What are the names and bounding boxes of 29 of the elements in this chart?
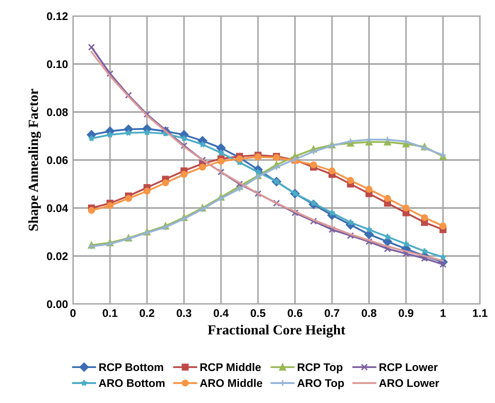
x-tick-label: 0.9 bbox=[398, 309, 414, 318]
x-tick-label: 0.4 bbox=[214, 309, 229, 318]
x-tick-label: 1.1 bbox=[472, 309, 488, 317]
x-tick-label: 0.1 bbox=[102, 309, 118, 318]
y-tick-label: 0.02 bbox=[46, 252, 68, 260]
legend-label: ARO Bottom bbox=[98, 379, 165, 388]
y-tick-label: 0.06 bbox=[46, 156, 68, 164]
legend-label: RCP Bottom bbox=[99, 363, 164, 372]
legend-label: RCP Top bbox=[298, 363, 342, 374]
x-axis-title: Fractional Core Height bbox=[208, 324, 346, 338]
x-tick-label: 0 bbox=[70, 309, 76, 318]
x-tick-label: 0.8 bbox=[362, 309, 376, 318]
y-tick-label: 0.10 bbox=[46, 60, 68, 68]
legend-label: ARO Lower bbox=[379, 379, 440, 388]
y-tick-label: 0.12 bbox=[46, 12, 68, 20]
x-tick-label: 0.7 bbox=[324, 309, 340, 318]
x-tick-label: 0.6 bbox=[288, 309, 302, 318]
legend-label: RCP Lower bbox=[380, 363, 438, 372]
legend-label: ARO Top bbox=[297, 379, 344, 390]
legend-label: ARO Middle bbox=[200, 378, 262, 388]
y-axis-title: Shape Annealing Factor bbox=[28, 88, 41, 231]
legend-label: RCP Middle bbox=[200, 362, 261, 372]
x-tick-label: 0.3 bbox=[176, 309, 192, 318]
y-tick-label: 0.04 bbox=[46, 204, 68, 212]
x-tick-label: 0.5 bbox=[250, 309, 266, 318]
y-tick-label: 0.08 bbox=[46, 108, 68, 116]
y-tick-label: 0.00 bbox=[46, 300, 68, 308]
x-tick-label: 1 bbox=[440, 309, 446, 317]
x-tick-label: 0.2 bbox=[140, 309, 154, 318]
